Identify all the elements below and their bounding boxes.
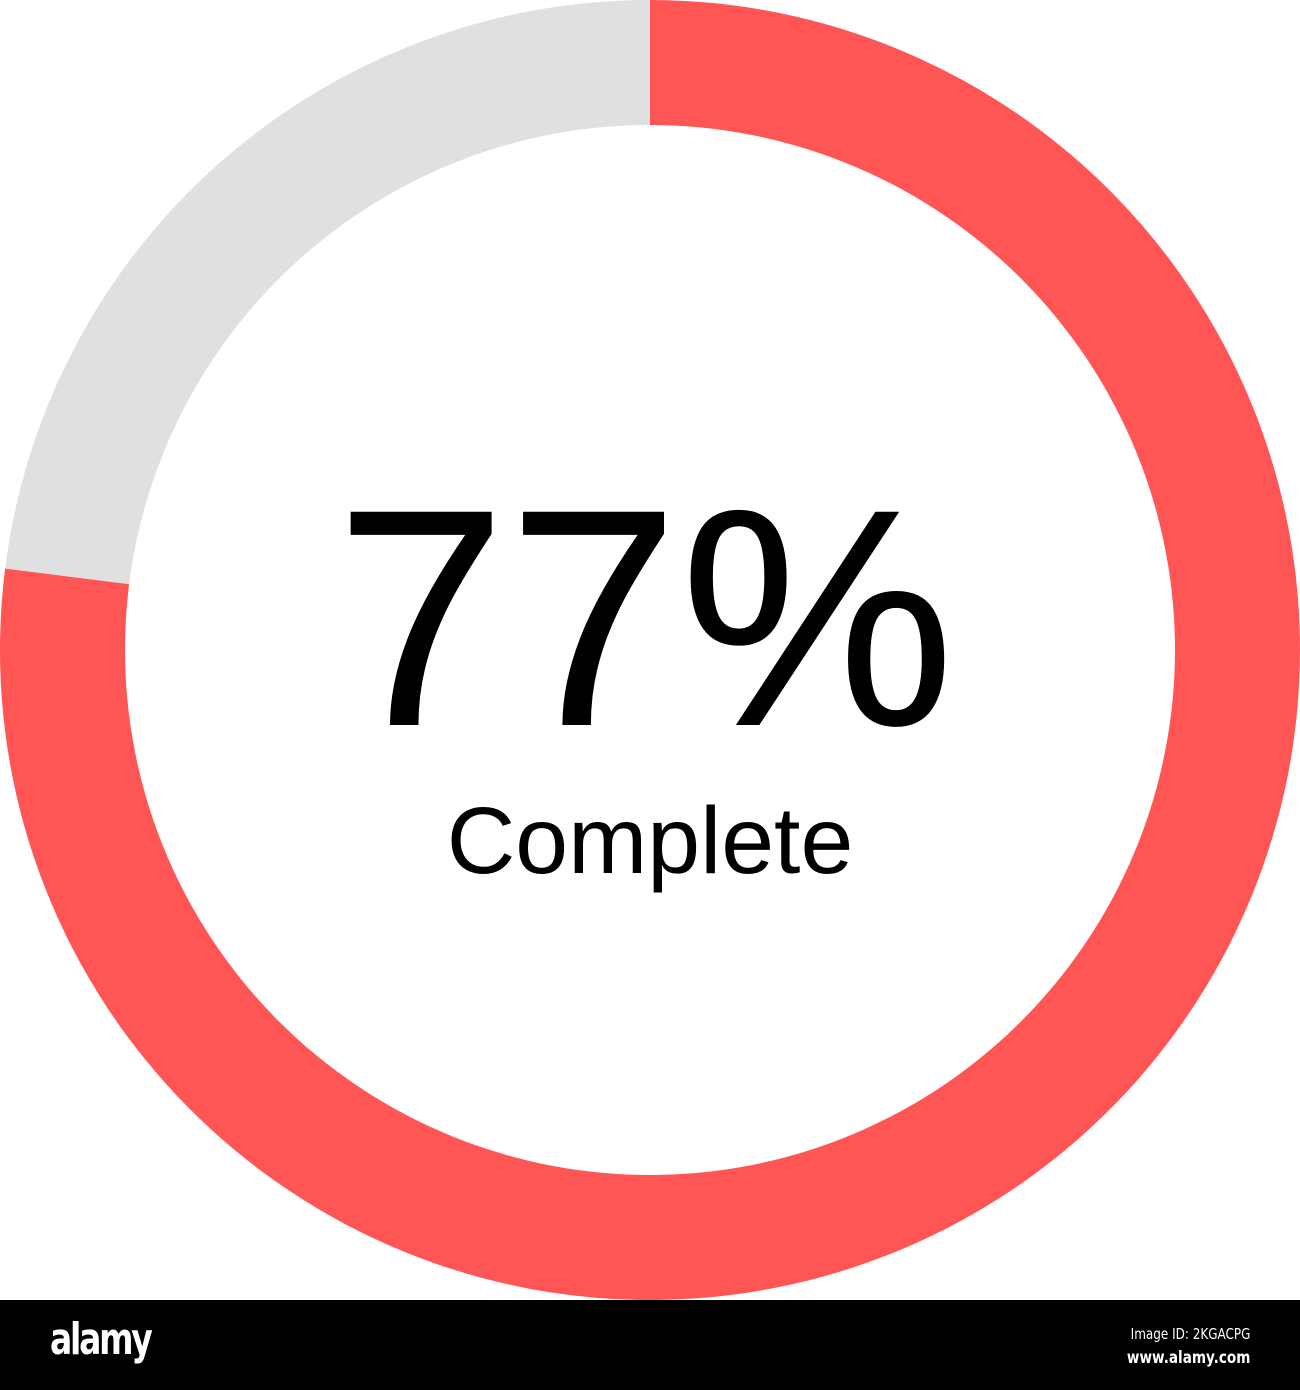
donut-segment-remaining	[5, 0, 651, 585]
alamy-logo: alamy	[50, 1314, 153, 1365]
center-value: 77%	[335, 444, 955, 791]
donut-chart: 77% Complete	[0, 0, 1300, 1300]
footer-bar: alamy Image ID: 2KGACPG www.alamy.com	[0, 1300, 1300, 1390]
image-id: Image ID: 2KGACPG	[1130, 1325, 1250, 1343]
image-meta: Image ID: 2KGACPG www.alamy.com	[1126, 1322, 1250, 1370]
site-url: www.alamy.com	[1126, 1348, 1250, 1368]
center-label: Complete	[447, 788, 854, 894]
